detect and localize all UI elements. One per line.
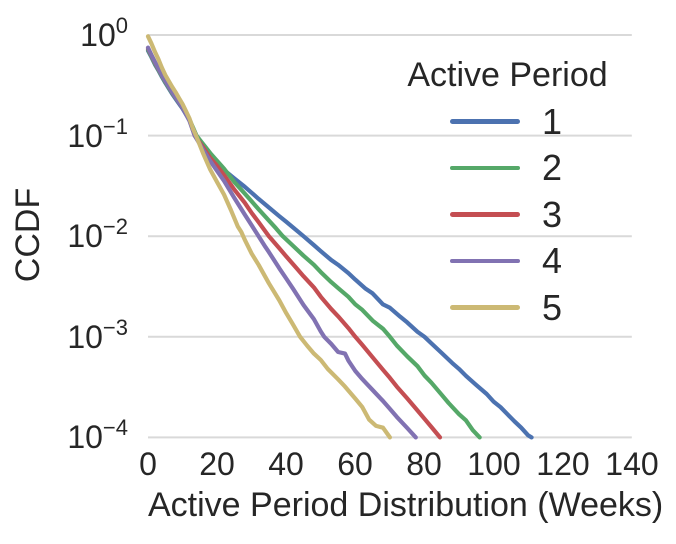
legend-item-label: 1 (542, 100, 563, 142)
legend-item: 1 (450, 99, 562, 145)
x-tick-label: 120 (536, 446, 590, 482)
legend-swatch-line (450, 165, 520, 171)
legend-swatch-line (450, 119, 520, 124)
x-tick-label: 100 (467, 446, 521, 482)
legend-item: 3 (450, 192, 562, 238)
x-tick-label: 140 (605, 446, 659, 482)
y-axis-label: CCDF (8, 187, 47, 283)
legend-title: Active Period (407, 56, 608, 94)
y-tick-label: 100 (80, 13, 128, 53)
x-tick-label: 0 (139, 446, 157, 482)
legend-item: 5 (450, 285, 562, 331)
legend-item-label: 2 (542, 147, 563, 188)
legend-item-label: 5 (542, 286, 563, 328)
legend-swatch-line (450, 305, 520, 310)
x-tick-label: 40 (268, 446, 304, 482)
x-tick-label: 20 (199, 446, 235, 482)
y-tick-label: 10−3 (67, 315, 128, 355)
legend-item: 4 (450, 238, 562, 284)
y-tick-label: 10−2 (67, 214, 128, 254)
x-axis-label: Active Period Distribution (Weeks) (148, 486, 664, 524)
x-tick-label: 80 (406, 446, 442, 482)
legend-item: 2 (450, 145, 562, 191)
curve-active-period-3 (145, 46, 443, 440)
legend-item-label: 3 (542, 193, 563, 235)
legend-swatch-line (450, 258, 520, 264)
legend-item-label: 4 (542, 240, 563, 281)
legend-swatch-line (450, 212, 520, 217)
curve-active-period-5 (145, 34, 392, 440)
y-tick-label: 10−1 (67, 114, 128, 154)
curve-active-period-4 (145, 45, 418, 440)
x-tick-label: 60 (337, 446, 373, 482)
y-tick-label: 10−4 (67, 415, 128, 455)
